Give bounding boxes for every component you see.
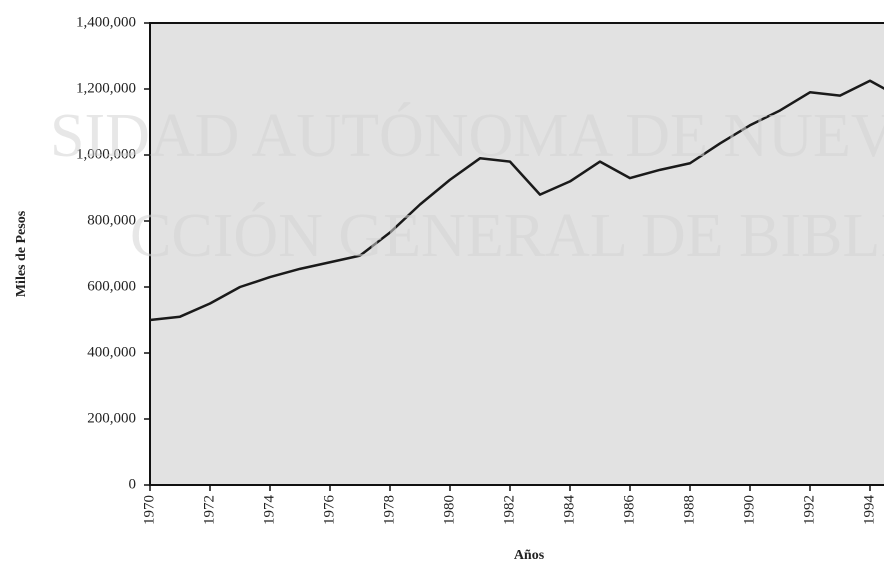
plot: 0 200,000 400,000 600,000 800,000 1,000,000 1,…	[76, 14, 884, 525]
plot-area	[149, 22, 884, 486]
x-tick-label: 1988	[681, 495, 697, 525]
data-line	[149, 79, 884, 322]
y-tick-label: 1,200,000	[76, 80, 136, 96]
x-tick-label: 1994	[861, 495, 877, 526]
x-tick-label: 1980	[441, 495, 457, 525]
x-tick-label: 1984	[561, 495, 577, 526]
x-tick-label: 1976	[321, 495, 337, 526]
x-tick-label: 1978	[381, 495, 397, 525]
watermark: SIDAD AUTÓNOMA DE NUEVO L	[50, 102, 884, 170]
x-tick-label: 1972	[201, 495, 217, 525]
x-tick-label: 1986	[621, 495, 637, 526]
y-tick-label: 200,000	[87, 410, 136, 426]
x-tick-label: 1974	[261, 495, 277, 526]
y-tick-label: 400,000	[87, 344, 136, 360]
x-tick-label: 1992	[801, 495, 817, 525]
y-tick-label: 1,400,000	[76, 14, 136, 30]
x-axis-label: Años	[514, 548, 545, 563]
y-tick-label: 1,000,000	[76, 146, 136, 162]
watermark: CCIÓN GENERAL DE BIBLIOTECAS	[130, 202, 884, 270]
y-axis-label: Miles de Pesos	[14, 210, 29, 297]
y-tick-label: 0	[129, 476, 137, 492]
y-tick-label: 800,000	[87, 212, 136, 228]
x-tick-label: 1970	[141, 495, 157, 525]
x-tick-label: 1990	[741, 495, 757, 525]
x-tick-label: 1982	[501, 495, 517, 525]
y-tick-label: 600,000	[87, 278, 136, 294]
